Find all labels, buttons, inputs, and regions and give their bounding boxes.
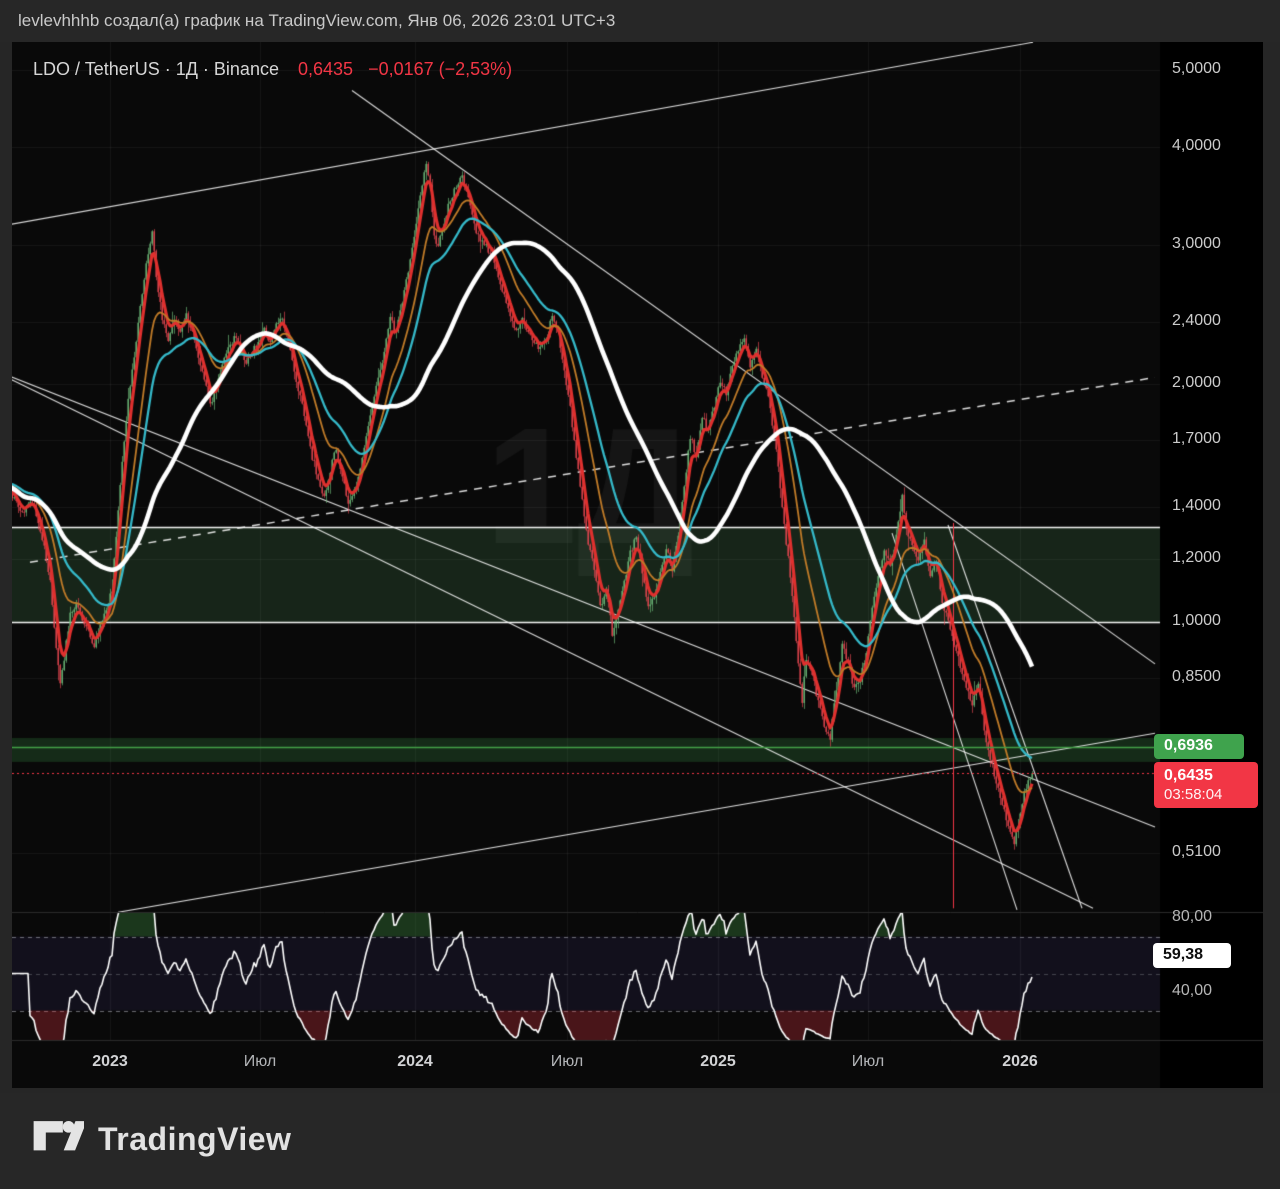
price-tick-label: 0,5100 [1172,842,1221,860]
tradingview-logo-icon [33,1120,84,1151]
countdown-text: 03:58:04 [1164,786,1223,804]
attribution-text: levlevhhhb создал(а) график на TradingVi… [18,11,616,30]
level-price-text: 0,6936 [1164,737,1213,755]
chart-panel [12,42,1263,1088]
footer-bar: TradingView [0,1093,1280,1189]
tradingview-brand-text: TradingView [98,1120,292,1157]
price-tick-label: 2,4000 [1172,311,1221,329]
time-tick-label: 2025 [700,1053,736,1070]
time-tick-label: 2024 [397,1053,433,1070]
time-tick-label: Июл [550,1053,584,1070]
price-tick-label: 1,0000 [1172,612,1221,629]
rsi-current-label: 59,38 [1153,943,1231,969]
last-price-value: 0,6435 [297,59,354,79]
time-tick-label: 2026 [1002,1053,1038,1070]
price-tick-label: 4,0000 [1172,136,1221,154]
time-tick-label: 2023 [92,1053,128,1070]
price-tick-label: 2,0000 [1172,374,1221,392]
price-tick-label: 1,4000 [1172,496,1221,514]
time-tick-label: Июл [851,1053,885,1070]
price-change-value: −0,0167 (−2,53%) [368,59,513,79]
symbol-title[interactable]: LDO / TetherUS · 1Д · Binance [33,59,279,79]
tradingview-logo-link[interactable]: TradingView [32,1114,291,1164]
last-price-text: 0,6435 [1164,767,1213,785]
price-tick-label: 3,0000 [1172,235,1221,253]
rsi-tick-label: 80,00 [1172,908,1213,925]
attribution-bar: levlevhhhb создал(а) график на TradingVi… [0,0,1280,42]
price-tick-label: 5,0000 [1172,59,1221,77]
last-price-label: 0,6435 03:58:04 [1154,762,1258,809]
price-tick-label: 0,8500 [1172,667,1221,685]
price-tick-label: 1,2000 [1172,549,1221,567]
rsi-current-text: 59,38 [1163,946,1204,964]
price-tick-label: 1,7000 [1172,429,1221,447]
price-chart-canvas[interactable] [12,42,1263,1088]
symbol-row[interactable]: LDO / TetherUS · 1Д · Binance 0,6435 −0,… [33,59,512,80]
rsi-tick-label: 40,00 [1172,982,1213,999]
level-price-label: 0,6936 [1154,734,1244,760]
time-tick-label: Июл [243,1053,277,1070]
